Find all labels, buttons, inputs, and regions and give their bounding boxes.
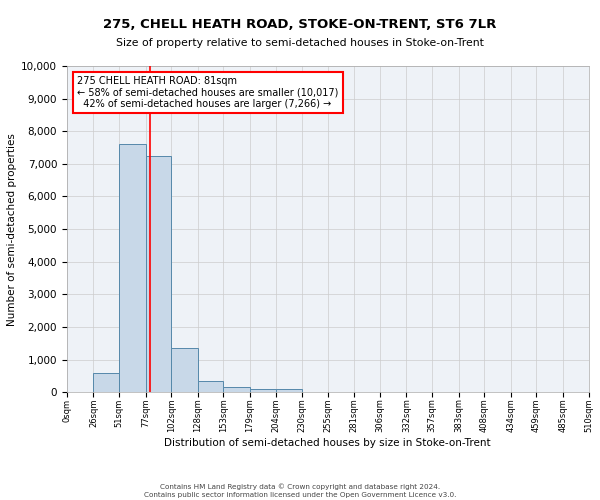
Bar xyxy=(94,372,119,392)
Text: 275 CHELL HEATH ROAD: 81sqm
← 58% of semi-detached houses are smaller (10,017)
 : 275 CHELL HEATH ROAD: 81sqm ← 58% of sem… xyxy=(77,76,338,109)
Bar xyxy=(146,156,171,392)
Bar xyxy=(223,388,250,392)
X-axis label: Distribution of semi-detached houses by size in Stoke-on-Trent: Distribution of semi-detached houses by … xyxy=(164,438,491,448)
Text: Contains HM Land Registry data © Crown copyright and database right 2024.
Contai: Contains HM Land Registry data © Crown c… xyxy=(144,484,456,498)
Bar xyxy=(198,381,223,392)
Bar xyxy=(119,144,146,392)
Y-axis label: Number of semi-detached properties: Number of semi-detached properties xyxy=(7,132,17,326)
Text: Size of property relative to semi-detached houses in Stoke-on-Trent: Size of property relative to semi-detach… xyxy=(116,38,484,48)
Text: 275, CHELL HEATH ROAD, STOKE-ON-TRENT, ST6 7LR: 275, CHELL HEATH ROAD, STOKE-ON-TRENT, S… xyxy=(103,18,497,30)
Bar xyxy=(250,389,275,392)
Bar xyxy=(275,389,302,392)
Bar xyxy=(171,348,198,392)
